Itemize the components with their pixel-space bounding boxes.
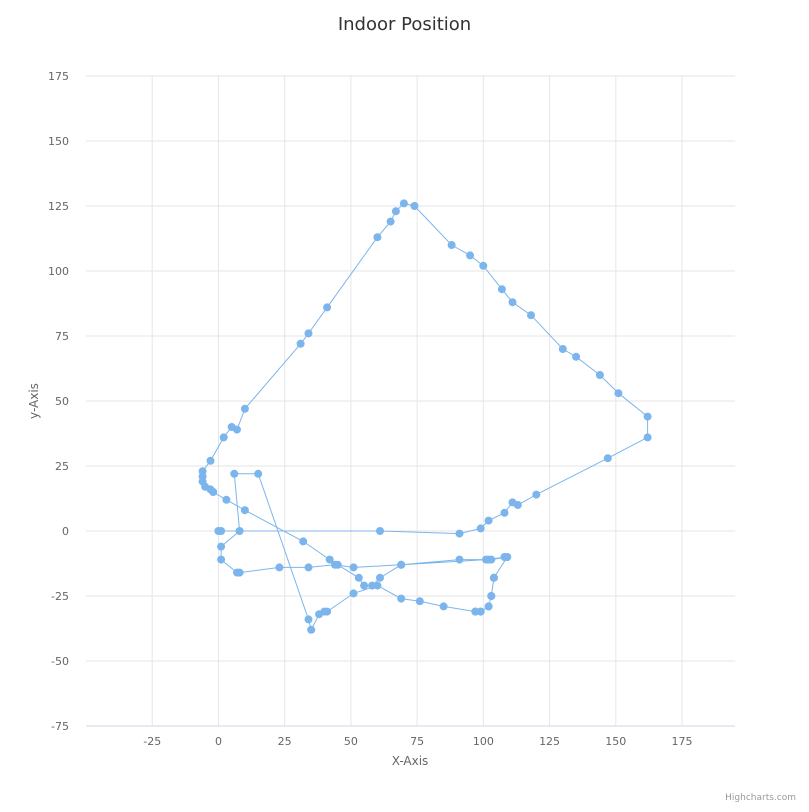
data-point[interactable] <box>240 506 249 515</box>
data-point[interactable] <box>447 241 456 249</box>
x-axis-title: X-Axis <box>392 754 429 768</box>
data-point[interactable] <box>349 589 358 598</box>
y-tick-label: -50 <box>51 655 69 668</box>
data-point[interactable] <box>275 563 284 572</box>
data-point[interactable] <box>349 563 358 572</box>
data-point[interactable] <box>479 261 488 270</box>
data-point[interactable] <box>386 217 395 226</box>
data-point[interactable] <box>489 573 498 582</box>
data-point[interactable] <box>397 560 406 569</box>
data-point[interactable] <box>484 602 493 611</box>
x-axis-ticks: -25 0 25 50 75 100 125 150 175 <box>143 735 692 748</box>
data-point[interactable] <box>595 371 604 379</box>
data-point[interactable] <box>513 501 522 509</box>
y-tick-label: 50 <box>55 395 69 408</box>
data-point[interactable] <box>603 454 612 463</box>
data-point[interactable] <box>497 285 506 294</box>
data-point[interactable] <box>315 610 324 619</box>
data-point[interactable] <box>558 345 567 353</box>
data-point[interactable] <box>219 433 228 442</box>
y-tick-label: 0 <box>62 525 69 538</box>
y-tick-label: 125 <box>48 200 69 213</box>
data-point[interactable] <box>373 581 382 590</box>
data-point[interactable] <box>235 568 244 577</box>
data-point[interactable] <box>391 207 400 216</box>
series <box>198 199 652 634</box>
x-tick-label: 100 <box>473 735 494 748</box>
data-point[interactable] <box>500 508 509 517</box>
data-point[interactable] <box>376 573 384 582</box>
data-point[interactable] <box>476 524 485 533</box>
y-axis-title: y-Axis <box>27 383 41 419</box>
chart-title: Indoor Position <box>338 14 471 35</box>
data-point[interactable] <box>227 423 236 431</box>
data-point[interactable] <box>643 412 652 421</box>
data-point[interactable] <box>209 488 218 496</box>
x-tick-label: -25 <box>143 735 161 748</box>
data-point[interactable] <box>240 404 249 413</box>
y-tick-label: 75 <box>55 330 69 343</box>
data-point[interactable] <box>397 594 406 603</box>
data-point[interactable] <box>304 615 313 624</box>
data-point[interactable] <box>410 202 419 210</box>
x-tick-label: 0 <box>215 735 222 748</box>
data-point[interactable] <box>572 352 581 361</box>
credits-link[interactable]: Highcharts.com <box>725 793 796 803</box>
y-tick-label: 25 <box>55 460 69 473</box>
data-point[interactable] <box>304 563 313 572</box>
data-point[interactable] <box>206 456 215 465</box>
y-tick-label: 150 <box>48 135 69 148</box>
x-tick-label: 75 <box>410 735 424 748</box>
data-point[interactable] <box>373 233 382 242</box>
data-point[interactable] <box>222 495 231 504</box>
y-tick-label: 100 <box>48 265 69 278</box>
data-point[interactable] <box>455 555 464 564</box>
data-point[interactable] <box>466 251 475 260</box>
y-tick-label: -25 <box>51 590 69 603</box>
x-tick-label: 175 <box>672 735 693 748</box>
data-point[interactable] <box>532 490 541 499</box>
data-point[interactable] <box>415 597 424 606</box>
y-tick-label: -75 <box>51 720 69 733</box>
x-tick-label: 150 <box>605 735 626 748</box>
data-point[interactable] <box>230 469 239 478</box>
x-tick-label: 50 <box>344 735 358 748</box>
data-point[interactable] <box>614 389 623 398</box>
x-tick-label: 25 <box>278 735 292 748</box>
data-point[interactable] <box>503 553 512 561</box>
data-point[interactable] <box>299 537 308 546</box>
data-point[interactable] <box>331 560 339 569</box>
data-point[interactable] <box>487 555 496 564</box>
data-point[interactable] <box>439 602 448 611</box>
data-point[interactable] <box>471 607 480 616</box>
y-tick-label: 175 <box>48 70 69 83</box>
data-point[interactable] <box>325 555 334 564</box>
data-point[interactable] <box>235 527 244 535</box>
data-point[interactable] <box>399 199 408 208</box>
data-point[interactable] <box>455 529 464 538</box>
data-point[interactable] <box>508 298 517 307</box>
data-point[interactable] <box>354 573 363 582</box>
series-line <box>202 202 649 632</box>
grid <box>86 75 735 727</box>
data-point[interactable] <box>307 625 316 634</box>
data-point[interactable] <box>643 433 652 442</box>
data-point[interactable] <box>217 527 226 535</box>
data-point[interactable] <box>487 592 496 600</box>
data-point[interactable] <box>254 469 263 478</box>
data-point[interactable] <box>484 516 493 525</box>
data-point[interactable] <box>304 329 313 338</box>
data-point[interactable] <box>296 339 305 348</box>
data-point[interactable] <box>527 311 535 320</box>
data-point[interactable] <box>360 581 369 590</box>
y-axis-ticks: -75 -50 -25 0 25 50 75 100 125 150 175 <box>48 70 69 733</box>
data-point[interactable] <box>323 303 332 312</box>
data-point[interactable] <box>217 542 226 551</box>
data-point[interactable] <box>217 555 226 564</box>
x-tick-label: 125 <box>539 735 560 748</box>
data-point[interactable] <box>376 527 384 535</box>
